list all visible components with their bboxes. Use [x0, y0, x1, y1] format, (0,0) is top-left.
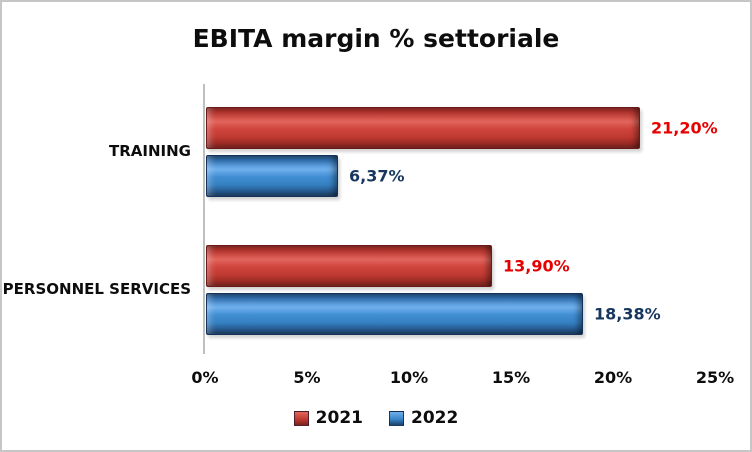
legend-swatch-icon: [293, 410, 309, 426]
legend-item-2022: 2022: [389, 408, 458, 428]
legend-swatch-icon: [389, 410, 404, 426]
x-tick-label: 15%: [491, 368, 531, 387]
data-label-2022-personnel-services: 18,38%: [594, 304, 661, 324]
legend-label: 2022: [411, 408, 459, 428]
y-axis-line: [203, 84, 205, 354]
bar-2021-training: [206, 107, 640, 149]
chart-title: EBITA margin % settoriale: [192, 24, 560, 53]
bar-2021-personnel-services: [206, 245, 492, 287]
data-label-2022-training: 6,37%: [349, 166, 405, 186]
data-label-2021-training: 21,20%: [651, 118, 718, 138]
x-tick-label: 0%: [191, 368, 219, 387]
category-label: TRAINING: [109, 142, 191, 160]
x-tick-label: 10%: [389, 368, 429, 387]
bar-2022-training: [206, 155, 338, 197]
legend: 2021 2022: [2, 408, 750, 428]
legend-item-2021: 2021: [293, 408, 363, 428]
category-label: PERSONNEL SERVICES: [2, 280, 191, 298]
x-tick-label: 20%: [593, 368, 633, 387]
legend-label: 2021: [315, 408, 363, 428]
x-tick-label: 25%: [695, 368, 735, 387]
data-label-2021-personnel-services: 13,90%: [503, 256, 570, 276]
x-tick-label: 5%: [293, 368, 321, 387]
bar-2022-personnel-services: [206, 293, 583, 335]
